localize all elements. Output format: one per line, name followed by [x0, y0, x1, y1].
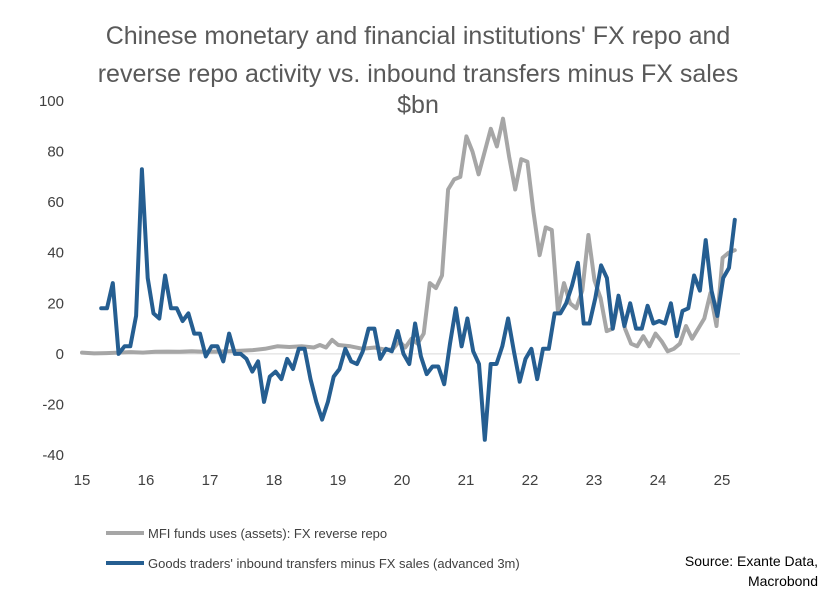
- y-tick-label: 0: [56, 346, 64, 363]
- series-line-mfi: [80, 116, 737, 356]
- y-tick-label: -40: [42, 447, 64, 464]
- legend-label-goods: Goods traders' inbound transfers minus F…: [148, 556, 520, 571]
- series-layer: [80, 116, 737, 442]
- x-tick-label: 19: [330, 472, 347, 489]
- x-tick-label: 22: [522, 472, 539, 489]
- title-line-3: $bn: [397, 91, 439, 119]
- legend: MFI funds uses (assets): FX reverse repo…: [106, 526, 520, 571]
- y-tick-label: 80: [47, 144, 64, 161]
- x-tick-label: 20: [394, 472, 411, 489]
- x-tick-label: 24: [650, 472, 667, 489]
- y-axis: 100 80 60 40 20 0 -20 -40: [39, 93, 64, 464]
- x-tick-label: 21: [458, 472, 475, 489]
- y-tick-label: 60: [47, 194, 64, 211]
- x-tick-label: 18: [266, 472, 283, 489]
- x-tick-label: 16: [138, 472, 155, 489]
- source-note: Source: Exante Data, Macrobond: [685, 553, 818, 589]
- x-tick-label: 25: [714, 472, 731, 489]
- y-tick-label: 100: [39, 93, 64, 110]
- y-tick-label: 20: [47, 295, 64, 312]
- title-line-2: reverse repo activity vs. inbound transf…: [98, 60, 739, 88]
- title-line-1: Chinese monetary and financial instituti…: [106, 22, 731, 50]
- x-tick-label: 15: [74, 472, 91, 489]
- x-tick-label: 17: [202, 472, 219, 489]
- series-line-goods: [99, 167, 737, 442]
- y-tick-label: -20: [42, 396, 64, 413]
- y-tick-label: 40: [47, 245, 64, 262]
- x-tick-label: 23: [586, 472, 603, 489]
- chart-title: Chinese monetary and financial instituti…: [98, 22, 739, 119]
- legend-label-mfi: MFI funds uses (assets): FX reverse repo: [148, 526, 387, 541]
- source-line-2: Macrobond: [748, 573, 818, 589]
- x-axis: 15 16 17 18 19 20 21 22 23 24 25: [74, 472, 731, 489]
- source-line-1: Source: Exante Data,: [685, 553, 818, 569]
